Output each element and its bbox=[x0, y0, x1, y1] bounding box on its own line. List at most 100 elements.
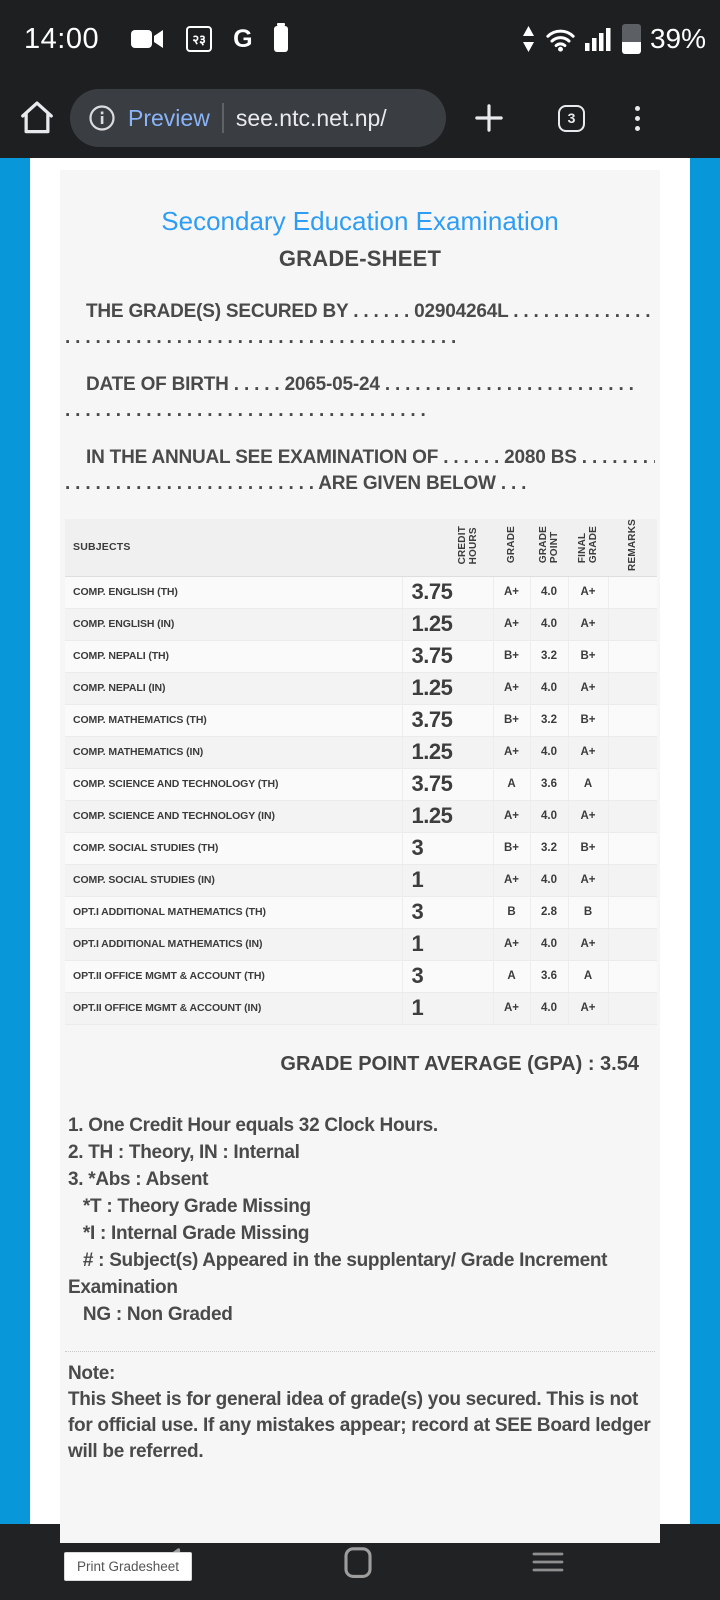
tab-count-box: 3 bbox=[558, 104, 585, 132]
grade-point-cell: 4.0 bbox=[529, 672, 568, 705]
preview-label[interactable]: Preview bbox=[128, 104, 210, 131]
battery-icon bbox=[621, 24, 641, 54]
grade-cell: A+ bbox=[492, 928, 530, 961]
grade-cell: A+ bbox=[492, 736, 530, 769]
final-grade-cell: A+ bbox=[567, 576, 608, 609]
table-row: COMP. SCIENCE AND TECHNOLOGY (TH) 3.75 A 3.… bbox=[65, 768, 657, 801]
grade-cell: A+ bbox=[492, 864, 530, 897]
info-icon[interactable] bbox=[88, 104, 116, 132]
status-icons: 39% bbox=[521, 23, 706, 55]
page-subtitle: GRADE-SHEET bbox=[278, 246, 442, 271]
secured-by-line: THE GRADE(S) SECURED BY . . . . . . 0290… bbox=[65, 301, 651, 348]
table-row: COMP. NEPALI (TH) 3.75 B+ 3.2 B+ bbox=[65, 640, 657, 673]
subject-cell: COMP. ENGLISH (TH) bbox=[65, 576, 402, 609]
home-button[interactable] bbox=[18, 99, 56, 137]
grade-point-cell: 4.0 bbox=[529, 608, 568, 641]
table-row: OPT.II OFFICE MGMT & ACCOUNT (IN) 1 A+ 4.0 A… bbox=[65, 992, 657, 1025]
wifi-icon bbox=[546, 29, 575, 52]
remarks-cell bbox=[607, 672, 657, 705]
subject-cell: COMP. MATHEMATICS (TH) bbox=[65, 704, 402, 737]
final-grade-cell: A+ bbox=[567, 928, 608, 961]
camcorder-icon bbox=[131, 30, 164, 48]
grade-point-cell: 3.2 bbox=[529, 640, 568, 673]
credit-hours-cell: 1 bbox=[401, 864, 493, 897]
kebab-dot bbox=[635, 105, 640, 111]
gpa-line: GRADE POINT AVERAGE (GPA) : 3.54 bbox=[280, 1052, 639, 1075]
final-grade-cell: A+ bbox=[567, 736, 608, 769]
grade-cell: B+ bbox=[492, 640, 530, 673]
grade-point-cell: 2.8 bbox=[529, 896, 568, 929]
home-icon bbox=[21, 101, 53, 134]
remarks-cell bbox=[607, 832, 657, 865]
remarks-cell bbox=[607, 608, 657, 641]
header-grade: GRADE bbox=[493, 519, 530, 577]
subject-cell: OPT.I ADDITIONAL MATHEMATICS (IN) bbox=[65, 928, 402, 961]
exam-year-line: IN THE ANNUAL SEE EXAMINATION OF . . . .… bbox=[65, 447, 655, 494]
credit-hours-cell: 3.75 bbox=[401, 640, 493, 673]
grade-point-cell: 4.0 bbox=[529, 992, 568, 1025]
table-row: COMP. SOCIAL STUDIES (TH) 3 B+ 3.2 B+ bbox=[65, 832, 657, 865]
final-grade-cell: A+ bbox=[567, 672, 608, 705]
credit-hours-cell: 1.25 bbox=[401, 736, 493, 769]
table-row: OPT.I ADDITIONAL MATHEMATICS (TH) 3 B 2.8 B bbox=[65, 896, 657, 929]
header-final-grade: FINAL GRADE bbox=[568, 519, 608, 577]
subject-cell: OPT.II OFFICE MGMT & ACCOUNT (IN) bbox=[65, 992, 402, 1025]
battery-percent: 39% bbox=[649, 23, 706, 54]
grade-cell: B+ bbox=[492, 832, 530, 865]
credit-hours-cell: 1.25 bbox=[401, 608, 493, 641]
subject-cell: OPT.I ADDITIONAL MATHEMATICS (TH) bbox=[65, 896, 402, 929]
table-row: COMP. ENGLISH (TH) 3.75 A+ 4.0 A+ bbox=[65, 576, 657, 609]
home-nav-icon bbox=[344, 1547, 372, 1578]
remarks-cell bbox=[607, 960, 657, 993]
header-credit-hours: CREDIT HOURS bbox=[402, 519, 493, 577]
grade-point-cell: 4.0 bbox=[529, 736, 568, 769]
home-nav-button[interactable] bbox=[342, 1544, 374, 1580]
final-grade-cell: A+ bbox=[567, 864, 608, 897]
grade-cell: A+ bbox=[492, 672, 530, 705]
final-grade-cell: A+ bbox=[567, 992, 608, 1025]
final-grade-cell: B+ bbox=[567, 704, 608, 737]
table-row: OPT.II OFFICE MGMT & ACCOUNT (TH) 3 A 3.6 A bbox=[65, 960, 657, 993]
print-gradesheet-button[interactable]: Print Gradesheet bbox=[64, 1551, 193, 1581]
notification-icons: २३ G bbox=[131, 23, 288, 54]
credit-hours-cell: 1 bbox=[401, 992, 493, 1025]
gradesheet-card: Secondary Education Examination GRADE-SH… bbox=[60, 170, 660, 1543]
url-bar[interactable]: Preview see.ntc.net.np/ bbox=[70, 89, 446, 147]
final-grade-cell: A+ bbox=[567, 800, 608, 833]
grade-point-cell: 4.0 bbox=[529, 928, 568, 961]
tab-switcher-button[interactable]: 3 bbox=[558, 104, 585, 132]
url-text[interactable]: see.ntc.net.np/ bbox=[235, 104, 387, 131]
final-grade-cell: A bbox=[567, 768, 608, 801]
kebab-dot bbox=[635, 125, 640, 131]
grade-cell: A+ bbox=[492, 800, 530, 833]
credit-hours-cell: 1 bbox=[401, 928, 493, 961]
subject-cell: COMP. SOCIAL STUDIES (IN) bbox=[65, 864, 402, 897]
subject-cell: COMP. ENGLISH (IN) bbox=[65, 608, 402, 641]
status-bar: 14:00 २३ G bbox=[0, 0, 720, 78]
grades-table: SUBJECTS CREDIT HOURS GRADE GRADE POINT … bbox=[65, 519, 657, 1025]
menu-button[interactable] bbox=[629, 100, 646, 137]
grades-table-header: SUBJECTS CREDIT HOURS GRADE GRADE POINT … bbox=[65, 519, 657, 577]
webpage-viewport: Secondary Education Examination GRADE-SH… bbox=[0, 158, 720, 1581]
plus-icon bbox=[475, 104, 503, 132]
kebab-dot bbox=[635, 115, 640, 121]
credit-hours-cell: 3.75 bbox=[401, 768, 493, 801]
recents-button[interactable] bbox=[531, 1547, 565, 1577]
subject-cell: COMP. NEPALI (IN) bbox=[65, 672, 402, 705]
credit-hours-cell: 3 bbox=[401, 832, 493, 865]
remarks-cell bbox=[607, 576, 657, 609]
final-grade-cell: A+ bbox=[567, 608, 608, 641]
remarks-cell bbox=[607, 768, 657, 801]
clock: 14:00 bbox=[24, 22, 100, 55]
recents-icon bbox=[532, 1552, 564, 1572]
remarks-cell bbox=[607, 640, 657, 673]
table-row: COMP. ENGLISH (IN) 1.25 A+ 4.0 A+ bbox=[65, 608, 657, 641]
table-row: COMP. SCIENCE AND TECHNOLOGY (IN) 1.25 A+ 4… bbox=[65, 800, 657, 833]
grade-point-cell: 4.0 bbox=[529, 800, 568, 833]
credit-hours-cell: 1.25 bbox=[401, 672, 493, 705]
remarks-cell bbox=[607, 928, 657, 961]
credit-hours-cell: 3 bbox=[401, 960, 493, 993]
subject-cell: COMP. MATHEMATICS (IN) bbox=[65, 736, 402, 769]
grade-point-cell: 4.0 bbox=[529, 576, 568, 609]
new-tab-button[interactable] bbox=[472, 101, 506, 135]
